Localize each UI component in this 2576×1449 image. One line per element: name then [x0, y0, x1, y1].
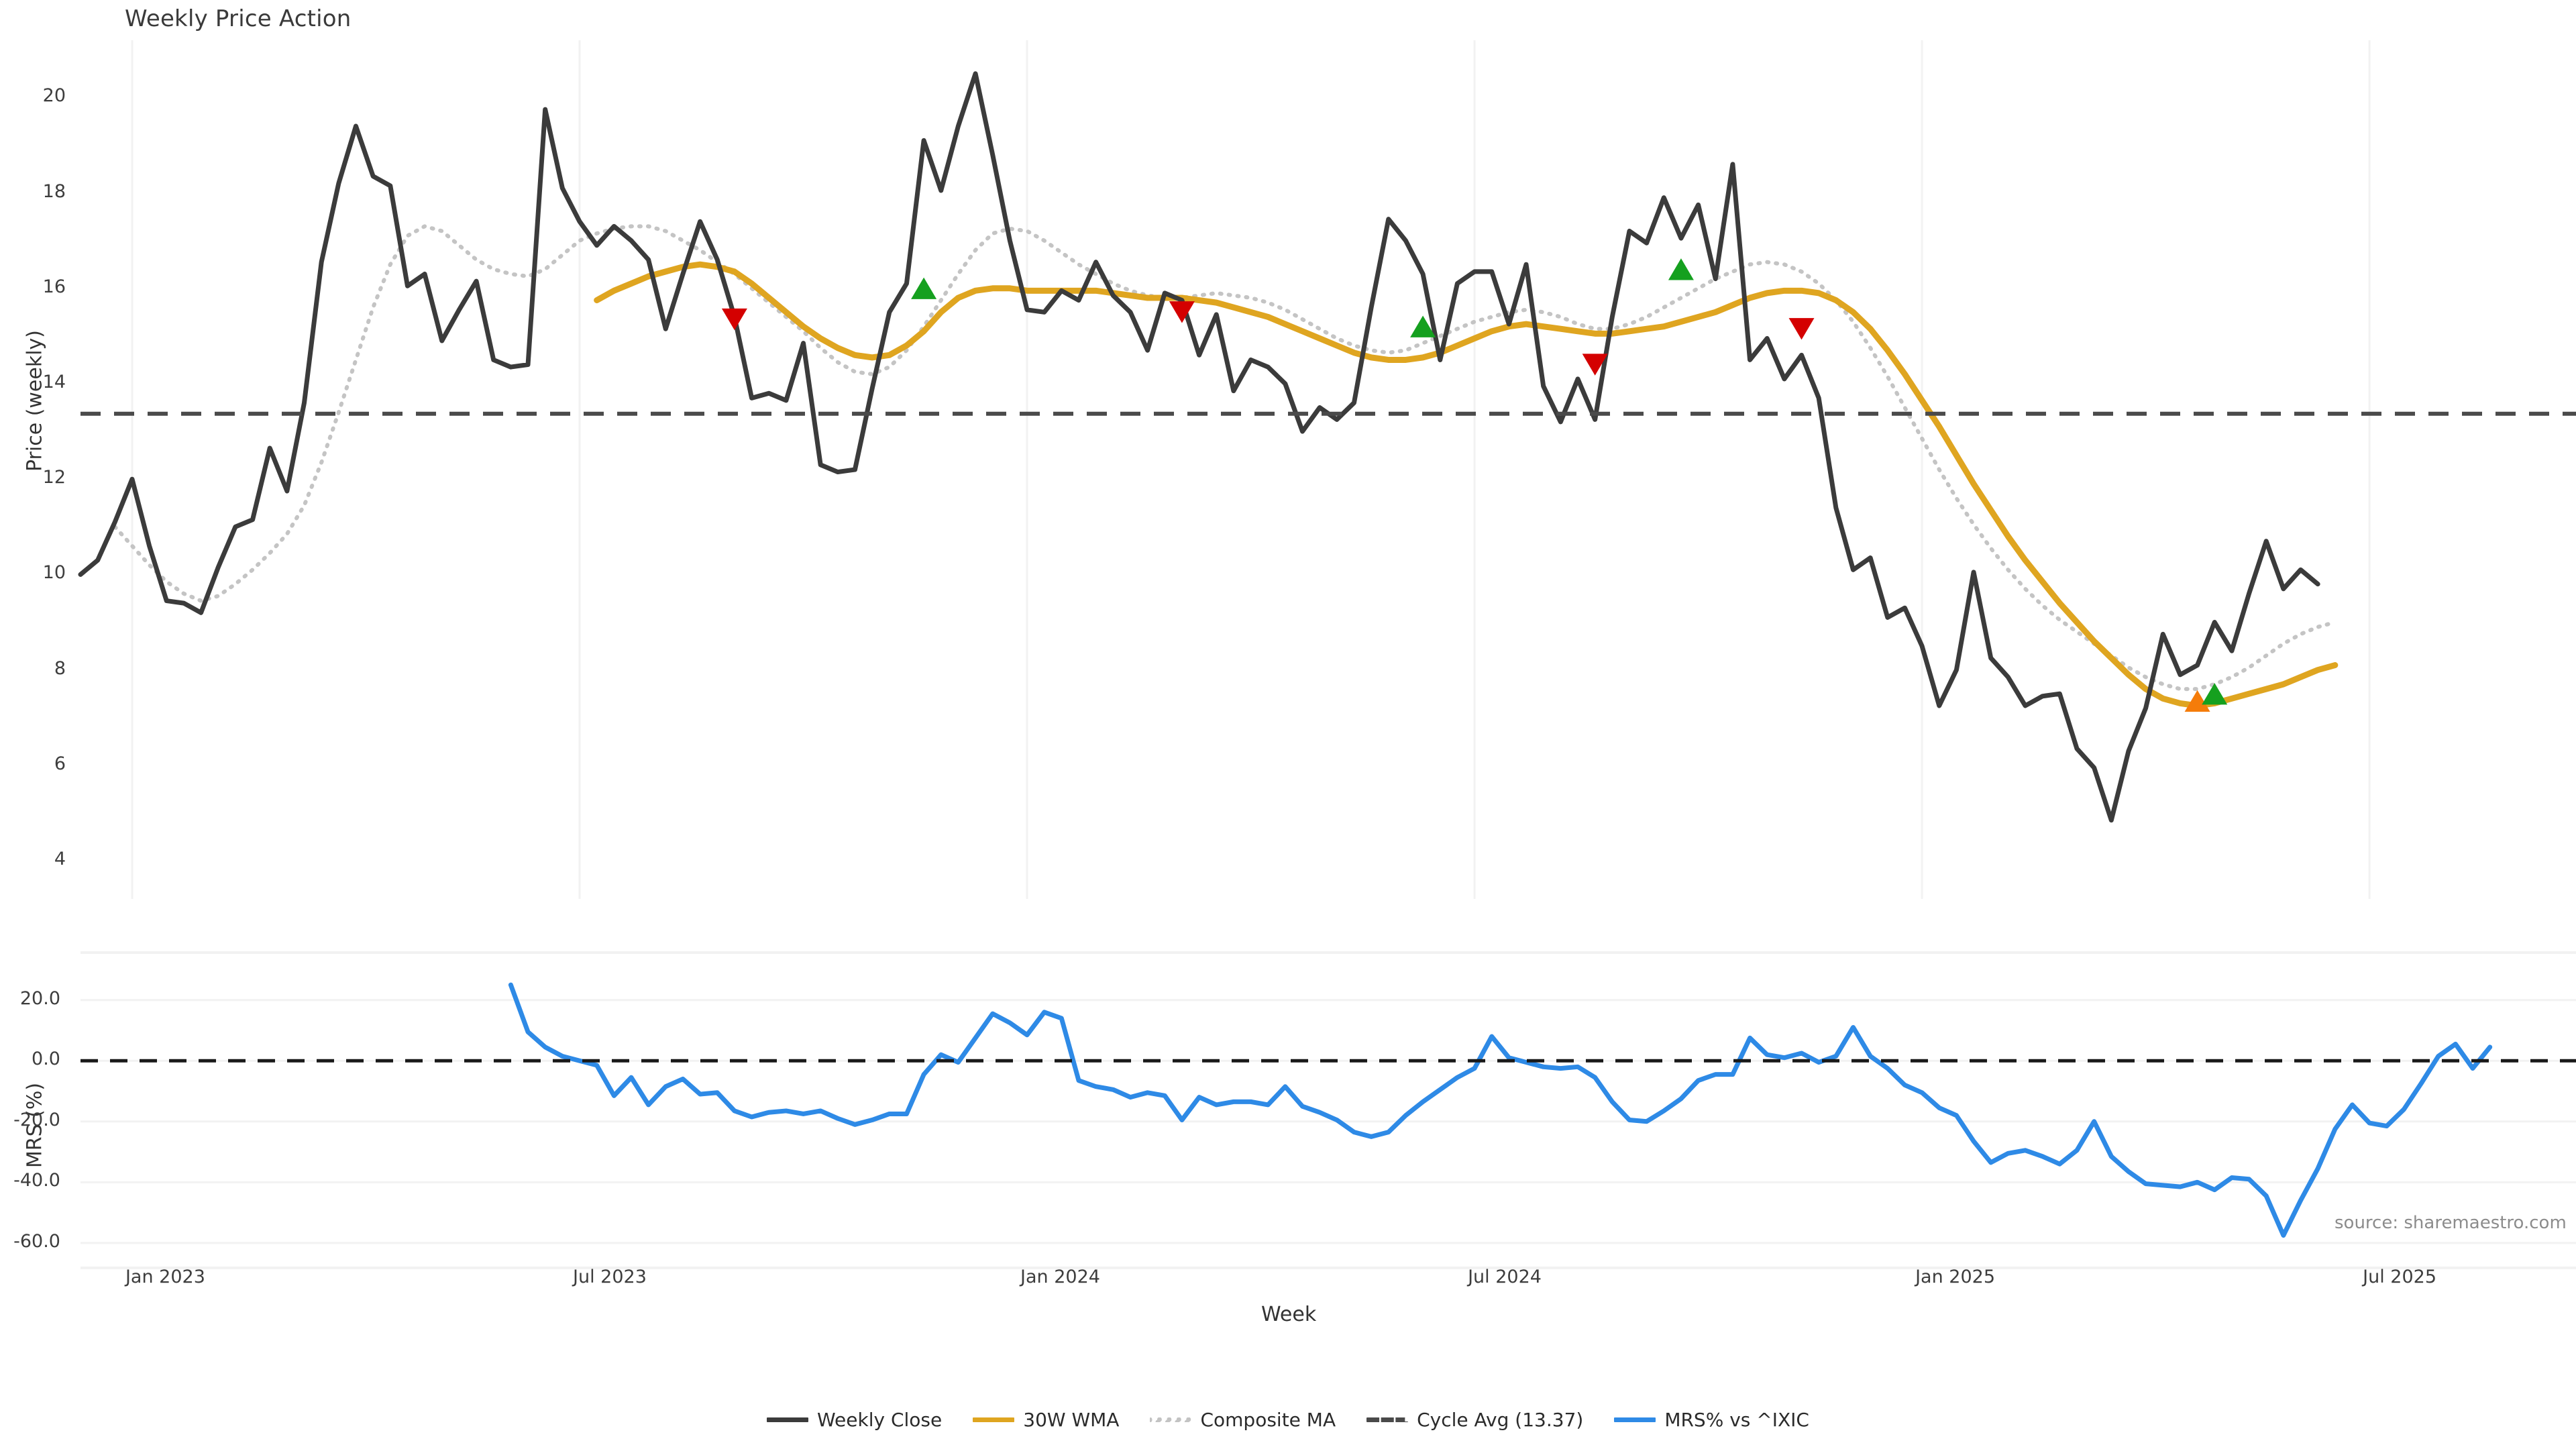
chart-legend: Weekly Close 30W WMA Composite MA Cycle Avg… — [0, 1409, 2576, 1431]
legend-item-2[interactable]: Composite MA — [1150, 1409, 1336, 1431]
marker-sell-2[interactable] — [1169, 301, 1195, 323]
legend-item-3[interactable]: Cycle Avg (13.37) — [1366, 1409, 1583, 1431]
legend-label-1: 30W WMA — [1023, 1409, 1120, 1431]
legend-item-1[interactable]: 30W WMA — [973, 1409, 1119, 1431]
legend-item-0[interactable]: Weekly Close — [767, 1409, 942, 1431]
series-weekly-close — [78, 71, 2320, 823]
chart-title: Weekly Price Action — [125, 5, 352, 32]
price-ytick-0: 4 — [54, 849, 66, 870]
xtick-1: Jul 2023 — [573, 1267, 647, 1287]
legend-swatch-4 — [1614, 1417, 1656, 1422]
price-ytick-3: 10 — [42, 562, 66, 584]
x-axis-label: Week — [1261, 1303, 1317, 1326]
marker-buy-3[interactable] — [1410, 315, 1436, 337]
source-watermark: source: sharemaestro.com — [2334, 1213, 2567, 1233]
marker-buy-1[interactable] — [911, 277, 937, 299]
legend-label-4: MRS% vs ^IXIC — [1664, 1409, 1809, 1431]
xtick-5: Jul 2025 — [2363, 1267, 2436, 1287]
marker-alt-7[interactable] — [2184, 690, 2210, 712]
series-composite-ma — [113, 224, 2337, 692]
mrs-ytick-3: -40.0 — [13, 1170, 60, 1191]
price-ytick-8: 20 — [42, 85, 66, 107]
legend-swatch-2 — [1150, 1417, 1192, 1422]
price-ytick-4: 12 — [42, 467, 66, 488]
series-mrs — [508, 982, 2493, 1238]
mrs-ytick-1: 0.0 — [32, 1049, 60, 1070]
legend-label-2: Composite MA — [1200, 1409, 1336, 1431]
xtick-3: Jul 2024 — [1468, 1267, 1542, 1287]
price-ytick-2: 8 — [54, 657, 66, 679]
xtick-4: Jan 2025 — [1915, 1267, 1996, 1287]
legend-swatch-1 — [973, 1417, 1015, 1422]
price-ytick-1: 6 — [54, 753, 66, 774]
legend-item-4[interactable]: MRS% vs ^IXIC — [1614, 1409, 1809, 1431]
mrs-ytick-0: 20.0 — [19, 987, 60, 1009]
legend-label-0: Weekly Close — [817, 1409, 943, 1431]
legend-swatch-0 — [767, 1417, 808, 1422]
legend-swatch-3 — [1366, 1417, 1409, 1422]
mrs-ytick-4: -60.0 — [13, 1230, 60, 1252]
series-30w-wma — [594, 261, 2339, 709]
price-ytick-7: 18 — [42, 180, 66, 202]
xtick-2: Jan 2024 — [1020, 1267, 1100, 1287]
price-axis-label: Price (weekly) — [23, 329, 47, 472]
marker-buy-5[interactable] — [1668, 258, 1694, 280]
marker-sell-4[interactable] — [1582, 354, 1608, 376]
xtick-0: Jan 2023 — [125, 1267, 205, 1287]
legend-label-3: Cycle Avg (13.37) — [1417, 1409, 1584, 1431]
marker-buy-8[interactable] — [2202, 683, 2228, 705]
price-ytick-6: 16 — [42, 276, 66, 297]
mrs-ytick-2: -20.0 — [13, 1109, 60, 1130]
marker-sell-0[interactable] — [721, 308, 747, 331]
marker-sell-6[interactable] — [1788, 318, 1815, 340]
price-ytick-5: 14 — [42, 372, 66, 392]
